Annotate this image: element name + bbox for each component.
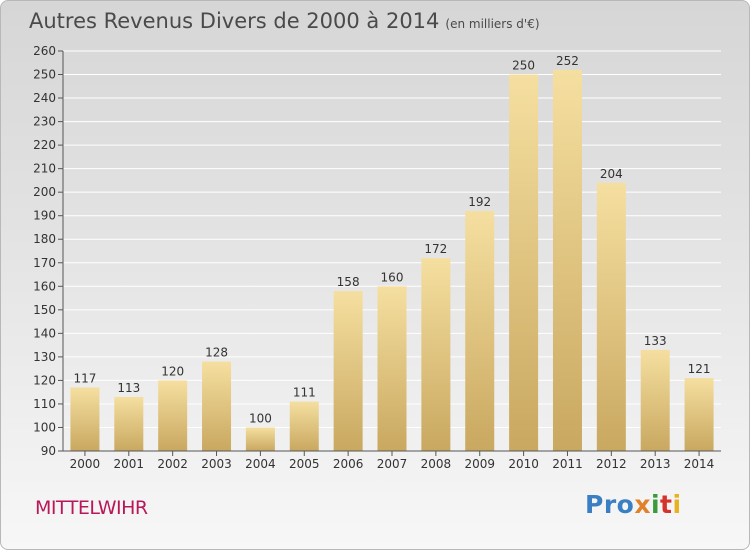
y-tick-label: 150: [33, 303, 56, 317]
logo-part: i: [650, 490, 661, 519]
x-tick-label: 2013: [640, 457, 671, 471]
y-tick-label: 220: [33, 138, 56, 152]
data-label: 100: [249, 411, 272, 425]
data-label: 172: [424, 242, 447, 256]
x-tick-label: 2008: [421, 457, 452, 471]
y-tick-label: 170: [33, 256, 56, 270]
unit-text: (en milliers d'€): [445, 17, 540, 31]
y-tick-label: 130: [33, 350, 56, 364]
x-tick-label: 2011: [552, 457, 583, 471]
data-label: 113: [117, 381, 140, 395]
x-tick-label: 2004: [245, 457, 276, 471]
y-tick-label: 160: [33, 279, 56, 293]
data-label: 160: [381, 270, 404, 284]
data-label: 120: [161, 364, 184, 378]
bar-2013: [640, 349, 670, 451]
city-name: MITTELWIHR: [35, 497, 148, 519]
data-label: 158: [337, 275, 360, 289]
bar-2010: [509, 74, 539, 451]
data-label: 192: [468, 195, 491, 209]
y-tick-label: 230: [33, 115, 56, 129]
bar-2014: [684, 378, 714, 451]
logo-part: i: [672, 490, 682, 519]
data-label: 111: [293, 386, 316, 400]
x-tick-label: 2010: [508, 457, 539, 471]
data-label: 250: [512, 59, 535, 73]
proxiti-logo: Proxiti: [585, 490, 682, 519]
logo-part: Pro: [585, 490, 635, 519]
x-tick-label: 2006: [333, 457, 364, 471]
y-tick-label: 260: [33, 44, 56, 58]
x-tick-label: 2003: [201, 457, 232, 471]
bar-2012: [596, 182, 626, 451]
bar-2004: [245, 427, 275, 451]
x-tick-label: 2001: [114, 457, 145, 471]
chart-title: Autres Revenus Divers de 2000 à 2014 (en …: [29, 9, 540, 33]
logo-part: x: [634, 490, 651, 519]
y-tick-label: 210: [33, 162, 56, 176]
y-tick-label: 100: [33, 420, 56, 434]
bar-2011: [552, 69, 582, 451]
data-label: 121: [688, 362, 711, 376]
x-tick-label: 2009: [464, 457, 495, 471]
y-tick-label: 90: [41, 444, 56, 458]
bar-2002: [158, 380, 188, 451]
title-text: Autres Revenus Divers de 2000 à 2014: [29, 9, 440, 33]
bar-2006: [333, 291, 363, 451]
y-tick-label: 110: [33, 397, 56, 411]
y-tick-label: 190: [33, 209, 56, 223]
y-tick-label: 180: [33, 232, 56, 246]
y-tick-label: 250: [33, 68, 56, 82]
bar-2003: [202, 361, 232, 451]
y-tick-label: 140: [33, 326, 56, 340]
bar-2009: [465, 211, 495, 451]
y-tick-label: 240: [33, 91, 56, 105]
x-tick-label: 2014: [684, 457, 715, 471]
x-tick-label: 2007: [377, 457, 408, 471]
data-label: 117: [73, 371, 96, 385]
x-tick-label: 2005: [289, 457, 320, 471]
logo-part: t: [660, 490, 673, 519]
bar-2000: [70, 387, 100, 451]
bar-2008: [421, 258, 451, 451]
x-tick-label: 2002: [157, 457, 188, 471]
x-tick-label: 2000: [70, 457, 101, 471]
bar-2005: [289, 401, 319, 451]
bar-2001: [114, 396, 144, 451]
data-label: 252: [556, 54, 579, 68]
data-label: 128: [205, 346, 228, 360]
bar-2007: [377, 286, 407, 451]
x-tick-label: 2012: [596, 457, 627, 471]
y-tick-label: 120: [33, 373, 56, 387]
y-tick-label: 200: [33, 185, 56, 199]
data-label: 204: [600, 167, 623, 181]
data-label: 133: [644, 334, 667, 348]
